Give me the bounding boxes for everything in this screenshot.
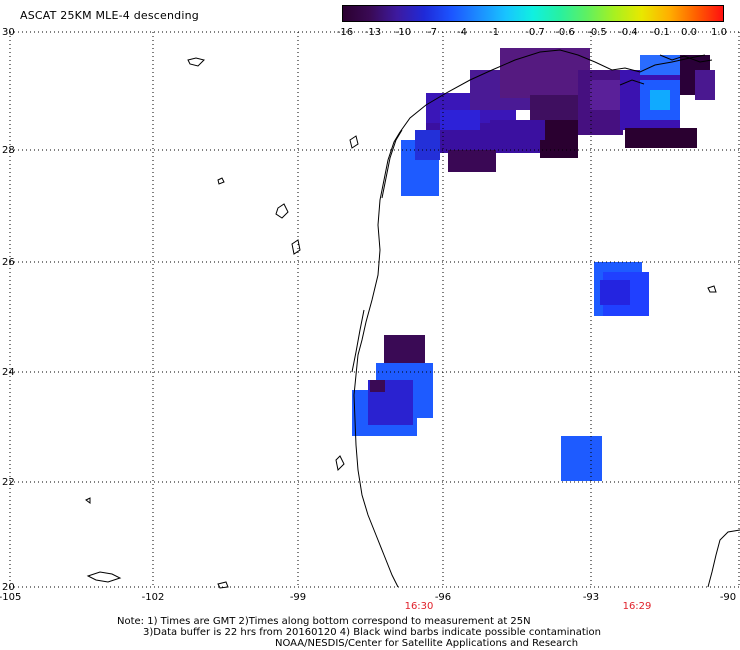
- swath-gulf-east: [594, 262, 649, 316]
- time-label: 16:29: [622, 601, 652, 612]
- lon-label: -90: [719, 592, 737, 603]
- time-label: 16:30: [404, 601, 434, 612]
- note-line-3: NOAA/NESDIS/Center for Satellite Applica…: [275, 638, 579, 649]
- lon-label: -96: [434, 592, 452, 603]
- lat-label: 22: [2, 477, 15, 488]
- lon-label: -93: [582, 592, 600, 603]
- lat-label: 26: [2, 257, 15, 268]
- swath-north: [401, 48, 715, 196]
- lat-label: 24: [2, 367, 15, 378]
- lon-label: -105: [0, 592, 22, 603]
- colorbar: [342, 5, 724, 22]
- map-title: ASCAT 25KM MLE-4 descending: [20, 9, 199, 22]
- lat-label: 20: [2, 582, 15, 593]
- lon-label: -102: [141, 592, 165, 603]
- note-line-1: Note: 1) Times are GMT 2)Times along bot…: [117, 616, 531, 627]
- graticule: [9, 31, 740, 588]
- lat-label: 28: [2, 145, 15, 156]
- coastline: [85, 49, 740, 589]
- lon-label: -99: [289, 592, 307, 603]
- note-line-2: 3)Data buffer is 22 hrs from 20160120 4)…: [143, 627, 601, 638]
- swath-gulf-south: [561, 436, 602, 481]
- lat-label: 30: [2, 27, 15, 38]
- swath-texas-south: [352, 335, 433, 436]
